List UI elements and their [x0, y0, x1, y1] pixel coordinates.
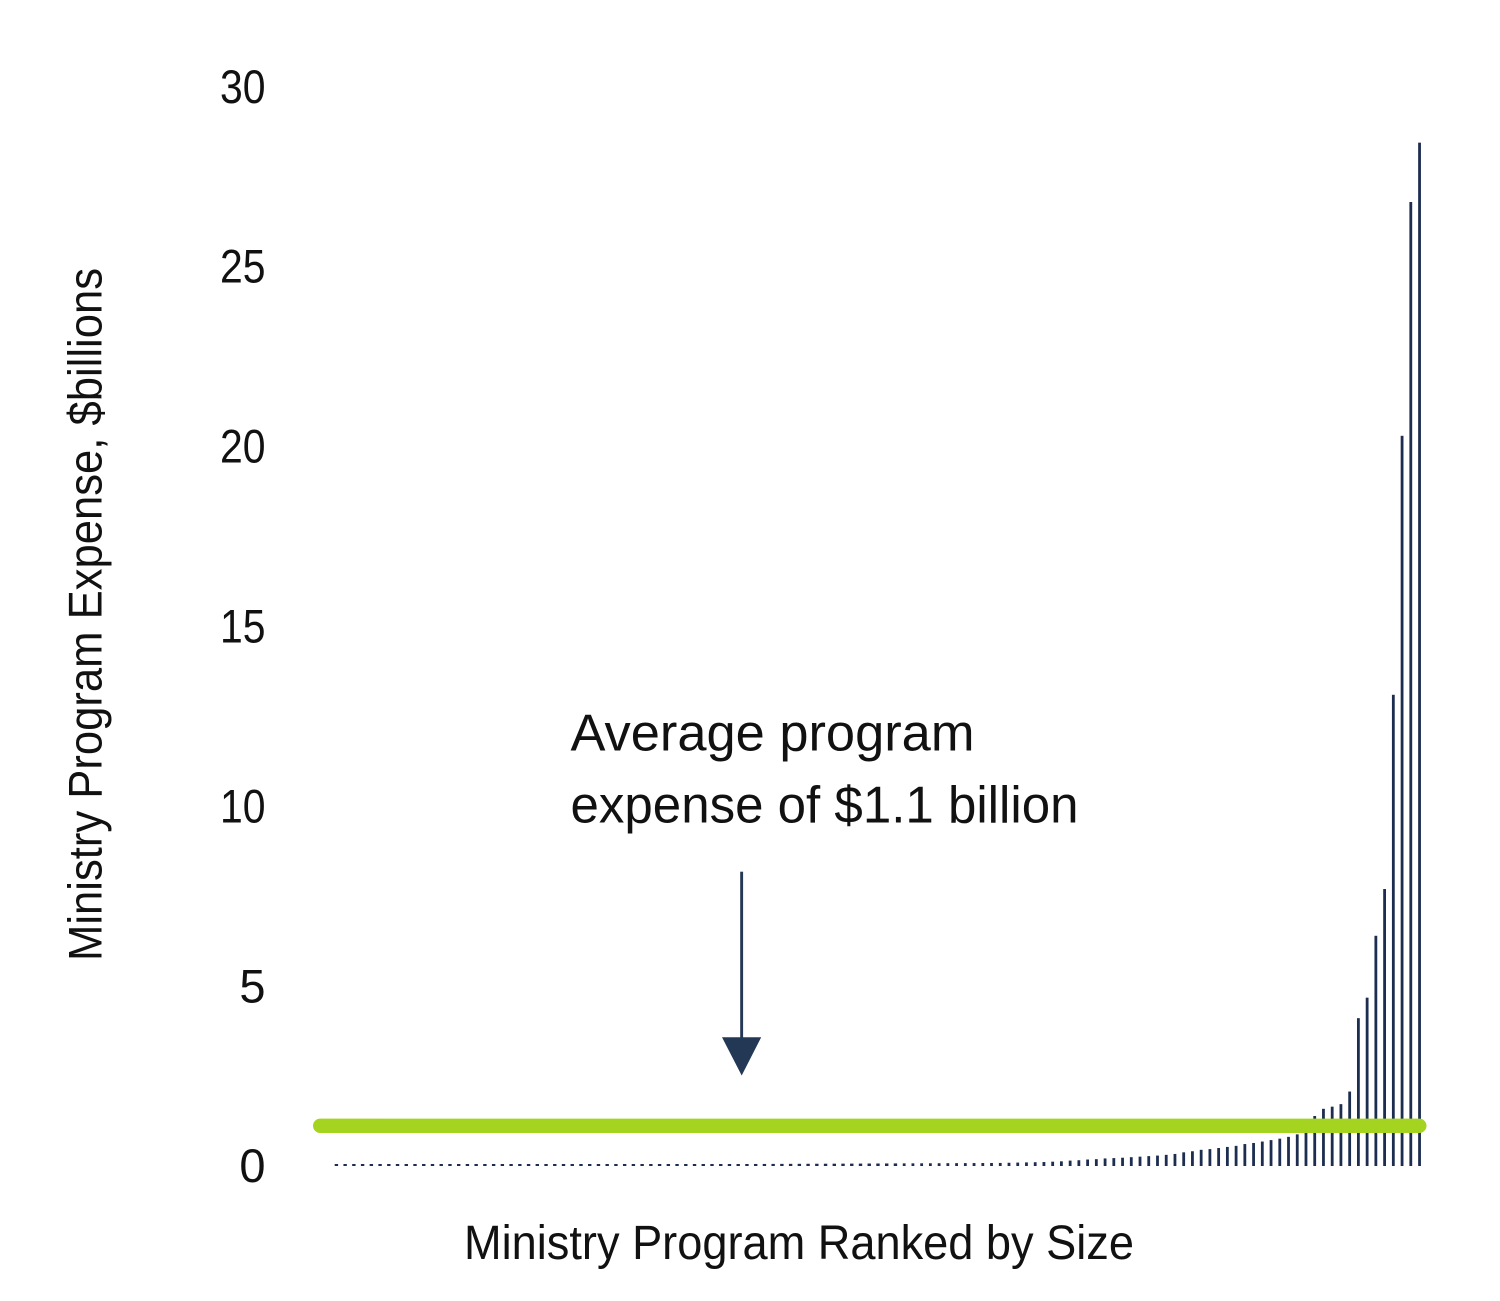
svg-text:5: 5 — [239, 959, 265, 1012]
svg-text:15: 15 — [220, 600, 266, 653]
svg-text:30: 30 — [220, 60, 266, 113]
svg-text:Ministry Program Ranked by Siz: Ministry Program Ranked by Size — [464, 1216, 1134, 1270]
svg-text:0: 0 — [239, 1139, 265, 1192]
svg-text:Average program: Average program — [571, 705, 975, 763]
svg-text:Ministry Program Expense, $bil: Ministry Program Expense, $billions — [60, 268, 113, 961]
svg-text:10: 10 — [220, 779, 266, 832]
svg-text:25: 25 — [220, 240, 266, 293]
svg-text:expense of $1.1 billion: expense of $1.1 billion — [571, 776, 1079, 834]
svg-text:20: 20 — [220, 420, 266, 473]
